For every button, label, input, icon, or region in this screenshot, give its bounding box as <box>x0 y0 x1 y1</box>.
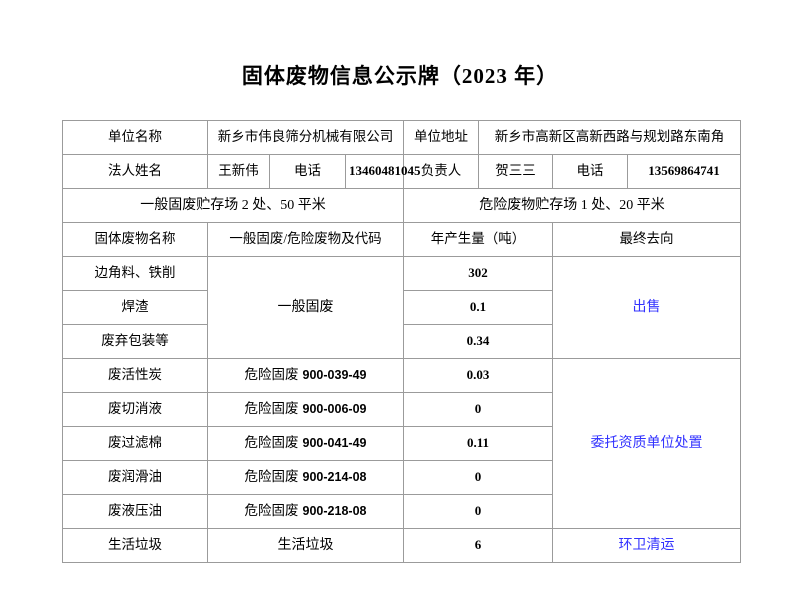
waste-code: 900-214-08 <box>302 470 367 485</box>
waste-type-code: 危险固废 900-006-09 <box>206 392 405 427</box>
waste-code: 900-006-09 <box>302 402 367 417</box>
waste-type: 危险固废 <box>244 401 299 417</box>
legal-person-label: 法人姓名 <box>62 154 208 189</box>
waste-name: 边角料、铁削 <box>62 256 208 291</box>
waste-type: 危险固废 <box>244 503 299 519</box>
waste-amount: 0.03 <box>403 358 554 393</box>
waste-name: 生活垃圾 <box>62 528 208 563</box>
domestic-waste-destination: 环卫清运 <box>552 528 742 563</box>
table-row-storage: 一般固废贮存场 2 处、50 平米 危险废物贮存场 1 处、20 平米 <box>61 188 742 223</box>
waste-amount: 0.11 <box>403 426 554 461</box>
waste-type: 生活垃圾 <box>206 528 405 563</box>
waste-name: 焊渣 <box>62 290 208 325</box>
hazard-storage-value: 危险废物贮存场 1 处、20 平米 <box>403 188 742 223</box>
manager-value: 贺三三 <box>478 154 554 189</box>
waste-type: 危险固废 <box>244 469 299 485</box>
waste-name: 废润滑油 <box>62 460 208 495</box>
company-address-value: 新乡市高新区高新西路与规划路东南角 <box>478 120 742 155</box>
header-waste-type-code: 一般固废/危险废物及代码 <box>206 222 405 257</box>
waste-amount: 0.1 <box>403 290 554 325</box>
legal-phone-label: 电话 <box>269 154 346 189</box>
waste-amount: 302 <box>403 256 554 291</box>
table-row-domestic-waste: 生活垃圾 生活垃圾 6 环卫清运 <box>62 528 742 563</box>
header-waste-name: 固体废物名称 <box>62 222 208 257</box>
waste-name: 废过滤棉 <box>62 426 208 461</box>
company-address-label: 单位地址 <box>403 120 480 155</box>
table-row-hazard-waste-5: 废液压油 危险固废 900-218-08 0 <box>62 494 741 529</box>
header-annual-output: 年产生量（吨） <box>403 222 554 257</box>
waste-type-code: 危险固废 900-039-49 <box>206 358 405 393</box>
waste-type-code: 危险固废 900-214-08 <box>206 460 405 495</box>
table-row-company: 单位名称 新乡市伟良筛分机械有限公司 单位地址 新乡市高新区高新西路与规划路东南… <box>62 120 742 155</box>
header-final-destination: 最终去向 <box>552 222 742 257</box>
hazard-waste-destination: 委托资质单位处置 <box>552 358 742 529</box>
table-row-hazard-waste-4: 废润滑油 危险固废 900-214-08 0 <box>62 460 741 495</box>
waste-amount: 0 <box>403 494 554 529</box>
legal-phone-value: 13460481045 <box>344 154 421 189</box>
table-row-headers: 固体废物名称 一般固废/危险废物及代码 年产生量（吨） 最终去向 <box>62 222 742 257</box>
general-waste-destination: 出售 <box>552 256 742 359</box>
waste-code: 900-039-49 <box>302 368 367 383</box>
waste-amount: 0.34 <box>403 324 554 359</box>
general-storage-value: 一般固废贮存场 2 处、50 平米 <box>61 188 405 223</box>
company-name-label: 单位名称 <box>62 120 208 155</box>
waste-amount: 0 <box>403 392 554 427</box>
manager-phone-value: 13569864741 <box>627 154 742 189</box>
table-row-general-waste-3: 废弃包装等 0.34 <box>62 324 741 359</box>
waste-type-code: 危险固废 900-218-08 <box>206 494 405 529</box>
waste-type-code: 危险固废 900-041-49 <box>206 426 405 461</box>
waste-name: 废切消液 <box>62 392 208 427</box>
waste-code: 900-041-49 <box>302 436 367 451</box>
manager-phone-label: 电话 <box>552 154 629 189</box>
table-row-contacts: 法人姓名 王新伟 电话 13460481045 负责人 贺三三 电话 13569… <box>62 154 742 189</box>
waste-amount: 6 <box>403 528 554 563</box>
table-row-general-waste-1: 边角料、铁削 一般固废 302 出售 <box>62 256 742 359</box>
page-title: 固体废物信息公示牌（2023 年） <box>241 64 559 88</box>
table-row-hazard-waste-1: 废活性炭 危险固废 900-039-49 0.03 委托资质单位处置 <box>62 358 742 529</box>
waste-amount: 0 <box>403 460 554 495</box>
general-waste-type: 一般固废 <box>206 256 405 359</box>
waste-type: 危险固废 <box>244 367 299 383</box>
waste-name: 废弃包装等 <box>62 324 208 359</box>
legal-person-value: 王新伟 <box>207 154 270 189</box>
waste-name: 废活性炭 <box>62 358 208 393</box>
waste-code: 900-218-08 <box>302 504 367 519</box>
waste-type: 危险固废 <box>244 435 299 451</box>
waste-name: 废液压油 <box>62 494 208 529</box>
table-row-hazard-waste-3: 废过滤棉 危险固废 900-041-49 0.11 <box>62 426 741 461</box>
company-name-value: 新乡市伟良筛分机械有限公司 <box>206 120 405 155</box>
manager-label: 负责人 <box>403 154 480 189</box>
table-row-hazard-waste-2: 废切消液 危险固废 900-006-09 0 <box>62 392 741 427</box>
solid-waste-information-table: 单位名称 新乡市伟良筛分机械有限公司 单位地址 新乡市高新区高新西路与规划路东南… <box>61 120 742 563</box>
